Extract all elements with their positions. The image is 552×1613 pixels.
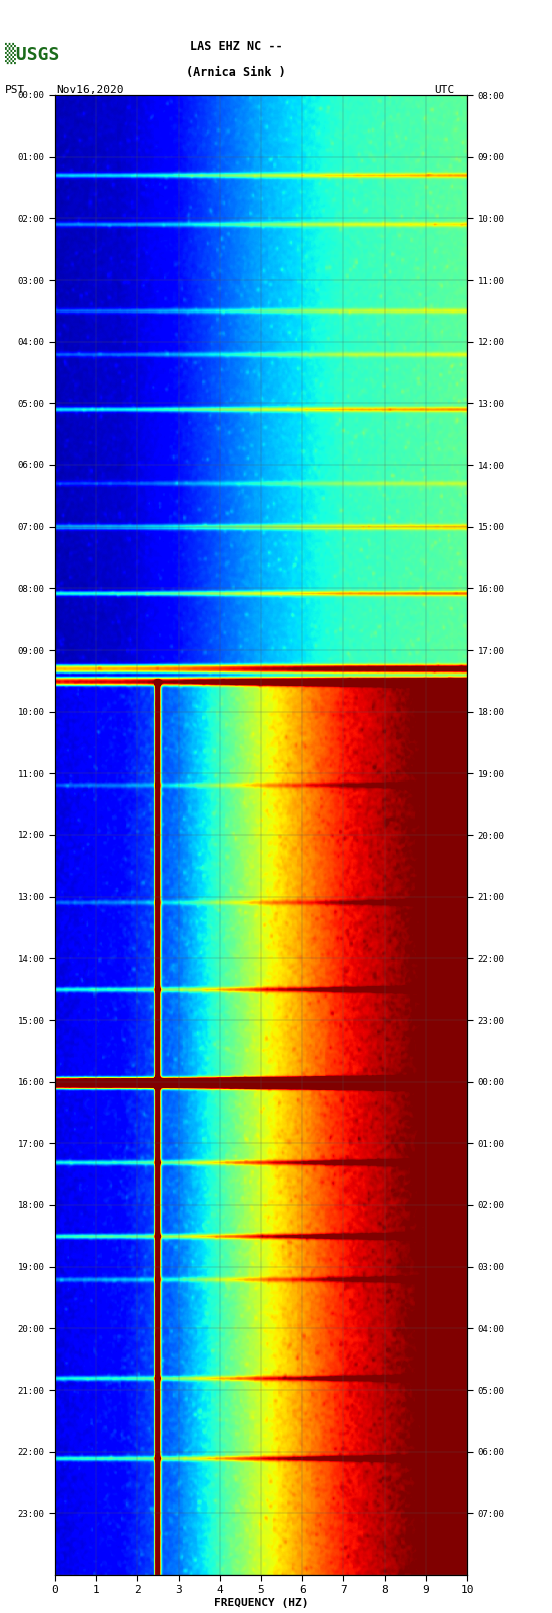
Text: UTC: UTC [434,85,454,95]
Text: Nov16,2020: Nov16,2020 [57,85,124,95]
Text: ▒USGS: ▒USGS [5,44,59,65]
Text: PST: PST [5,85,25,95]
X-axis label: FREQUENCY (HZ): FREQUENCY (HZ) [214,1598,308,1608]
Text: (Arnica Sink ): (Arnica Sink ) [186,66,286,79]
Text: LAS EHZ NC --: LAS EHZ NC -- [190,40,282,53]
